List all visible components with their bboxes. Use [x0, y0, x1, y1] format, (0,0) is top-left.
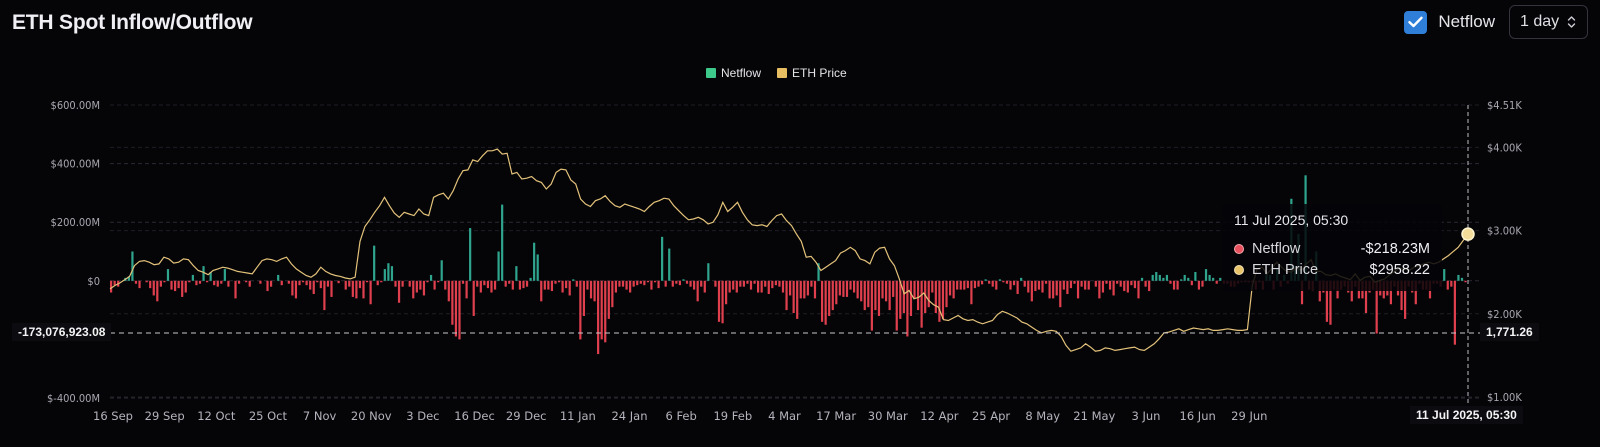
- svg-text:$200.00M: $200.00M: [51, 216, 100, 229]
- svg-text:16 Dec: 16 Dec: [454, 409, 495, 423]
- eth-price-dot-icon: [1234, 265, 1244, 275]
- svg-text:17 Mar: 17 Mar: [816, 409, 856, 423]
- chart-tooltip: 11 Jul 2025, 05:30 Netflow -$218.23M ETH…: [1222, 204, 1442, 291]
- svg-text:30 Mar: 30 Mar: [868, 409, 908, 423]
- svg-text:20 Nov: 20 Nov: [351, 409, 392, 423]
- svg-text:29 Dec: 29 Dec: [506, 409, 547, 423]
- eth-price-line: [109, 148, 1469, 352]
- tooltip-netflow-value: -$218.23M: [1360, 241, 1430, 257]
- svg-text:4 Mar: 4 Mar: [768, 409, 801, 423]
- svg-text:$600.00M: $600.00M: [51, 99, 100, 112]
- svg-text:$3.00K: $3.00K: [1487, 225, 1522, 238]
- netflow-checkbox[interactable]: [1404, 10, 1428, 34]
- svg-text:24 Jan: 24 Jan: [611, 409, 647, 423]
- svg-text:21 May: 21 May: [1073, 409, 1115, 423]
- crosshair: [110, 105, 1480, 405]
- crosshair-right-value: 1,771.26: [1480, 323, 1539, 341]
- svg-text:16 Sep: 16 Sep: [93, 409, 133, 423]
- chart-controls: Netflow 1 day: [1404, 5, 1588, 39]
- right-y-axis: $4.51K $4.00K $3.00K $2.00K $1.00K: [1487, 99, 1522, 404]
- crosshair-date-value: 11 Jul 2025, 05:30: [1410, 406, 1523, 424]
- interval-value: 1 day: [1520, 13, 1560, 30]
- tooltip-date: 11 Jul 2025, 05:30: [1234, 212, 1349, 228]
- netflow-toggle-label: Netflow: [1438, 12, 1495, 31]
- tooltip-netflow-label: Netflow: [1252, 241, 1301, 257]
- svg-text:$-400.00M: $-400.00M: [47, 392, 100, 405]
- svg-text:6 Feb: 6 Feb: [665, 409, 696, 423]
- svg-text:7 Nov: 7 Nov: [303, 409, 337, 423]
- svg-text:$400.00M: $400.00M: [51, 158, 100, 171]
- crosshair-left-value: -173,076,923.08: [12, 323, 112, 341]
- netflow-toggle[interactable]: Netflow: [1404, 10, 1495, 34]
- legend-swatch-netflow: [706, 68, 716, 78]
- legend-swatch-eth-price: [777, 68, 788, 78]
- svg-text:25 Apr: 25 Apr: [972, 409, 1010, 423]
- highlight-point: [1461, 227, 1475, 241]
- svg-text:16 Jun: 16 Jun: [1180, 409, 1216, 423]
- svg-text:$2.00K: $2.00K: [1487, 308, 1522, 321]
- svg-text:12 Oct: 12 Oct: [197, 409, 236, 423]
- interval-select[interactable]: 1 day: [1509, 5, 1588, 39]
- svg-text:$4.51K: $4.51K: [1487, 99, 1522, 112]
- page-title: ETH Spot Inflow/Outflow: [12, 11, 253, 34]
- x-axis: 16 Sep 29 Sep 12 Oct 25 Oct 7 Nov 20 Nov 3 Dec…: [93, 409, 1267, 423]
- svg-text:8 May: 8 May: [1025, 409, 1060, 423]
- svg-text:$0: $0: [87, 275, 100, 288]
- legend-item-eth-price[interactable]: ETH Price: [777, 66, 847, 80]
- svg-text:12 Apr: 12 Apr: [920, 409, 958, 423]
- svg-text:29 Sep: 29 Sep: [145, 409, 185, 423]
- tooltip-row-eth-price: ETH Price $2958.22: [1234, 262, 1430, 278]
- left-y-axis: $600.00M $400.00M $200.00M $0 $-400.00M: [47, 99, 100, 405]
- tooltip-row-netflow: Netflow -$218.23M: [1234, 241, 1430, 257]
- chevron-up-down-icon: [1567, 16, 1576, 28]
- svg-text:11 Jan: 11 Jan: [560, 409, 596, 423]
- chart-legend: Netflow ETH Price: [706, 66, 847, 80]
- svg-text:$1.00K: $1.00K: [1487, 391, 1522, 404]
- legend-label-netflow: Netflow: [721, 66, 762, 80]
- tooltip-eth-price-label: ETH Price: [1252, 262, 1319, 278]
- svg-text:$4.00K: $4.00K: [1487, 141, 1522, 154]
- svg-text:3 Jun: 3 Jun: [1132, 409, 1161, 423]
- netflow-dot-icon: [1234, 244, 1244, 254]
- svg-text:19 Feb: 19 Feb: [713, 409, 752, 423]
- svg-text:3 Dec: 3 Dec: [406, 409, 439, 423]
- tooltip-eth-price-value: $2958.22: [1369, 262, 1430, 278]
- legend-label-eth-price: ETH Price: [792, 66, 847, 80]
- legend-item-netflow[interactable]: Netflow: [706, 66, 761, 80]
- svg-text:25 Oct: 25 Oct: [249, 409, 288, 423]
- checkmark-icon: [1408, 16, 1424, 28]
- svg-text:29 Jun: 29 Jun: [1231, 409, 1267, 423]
